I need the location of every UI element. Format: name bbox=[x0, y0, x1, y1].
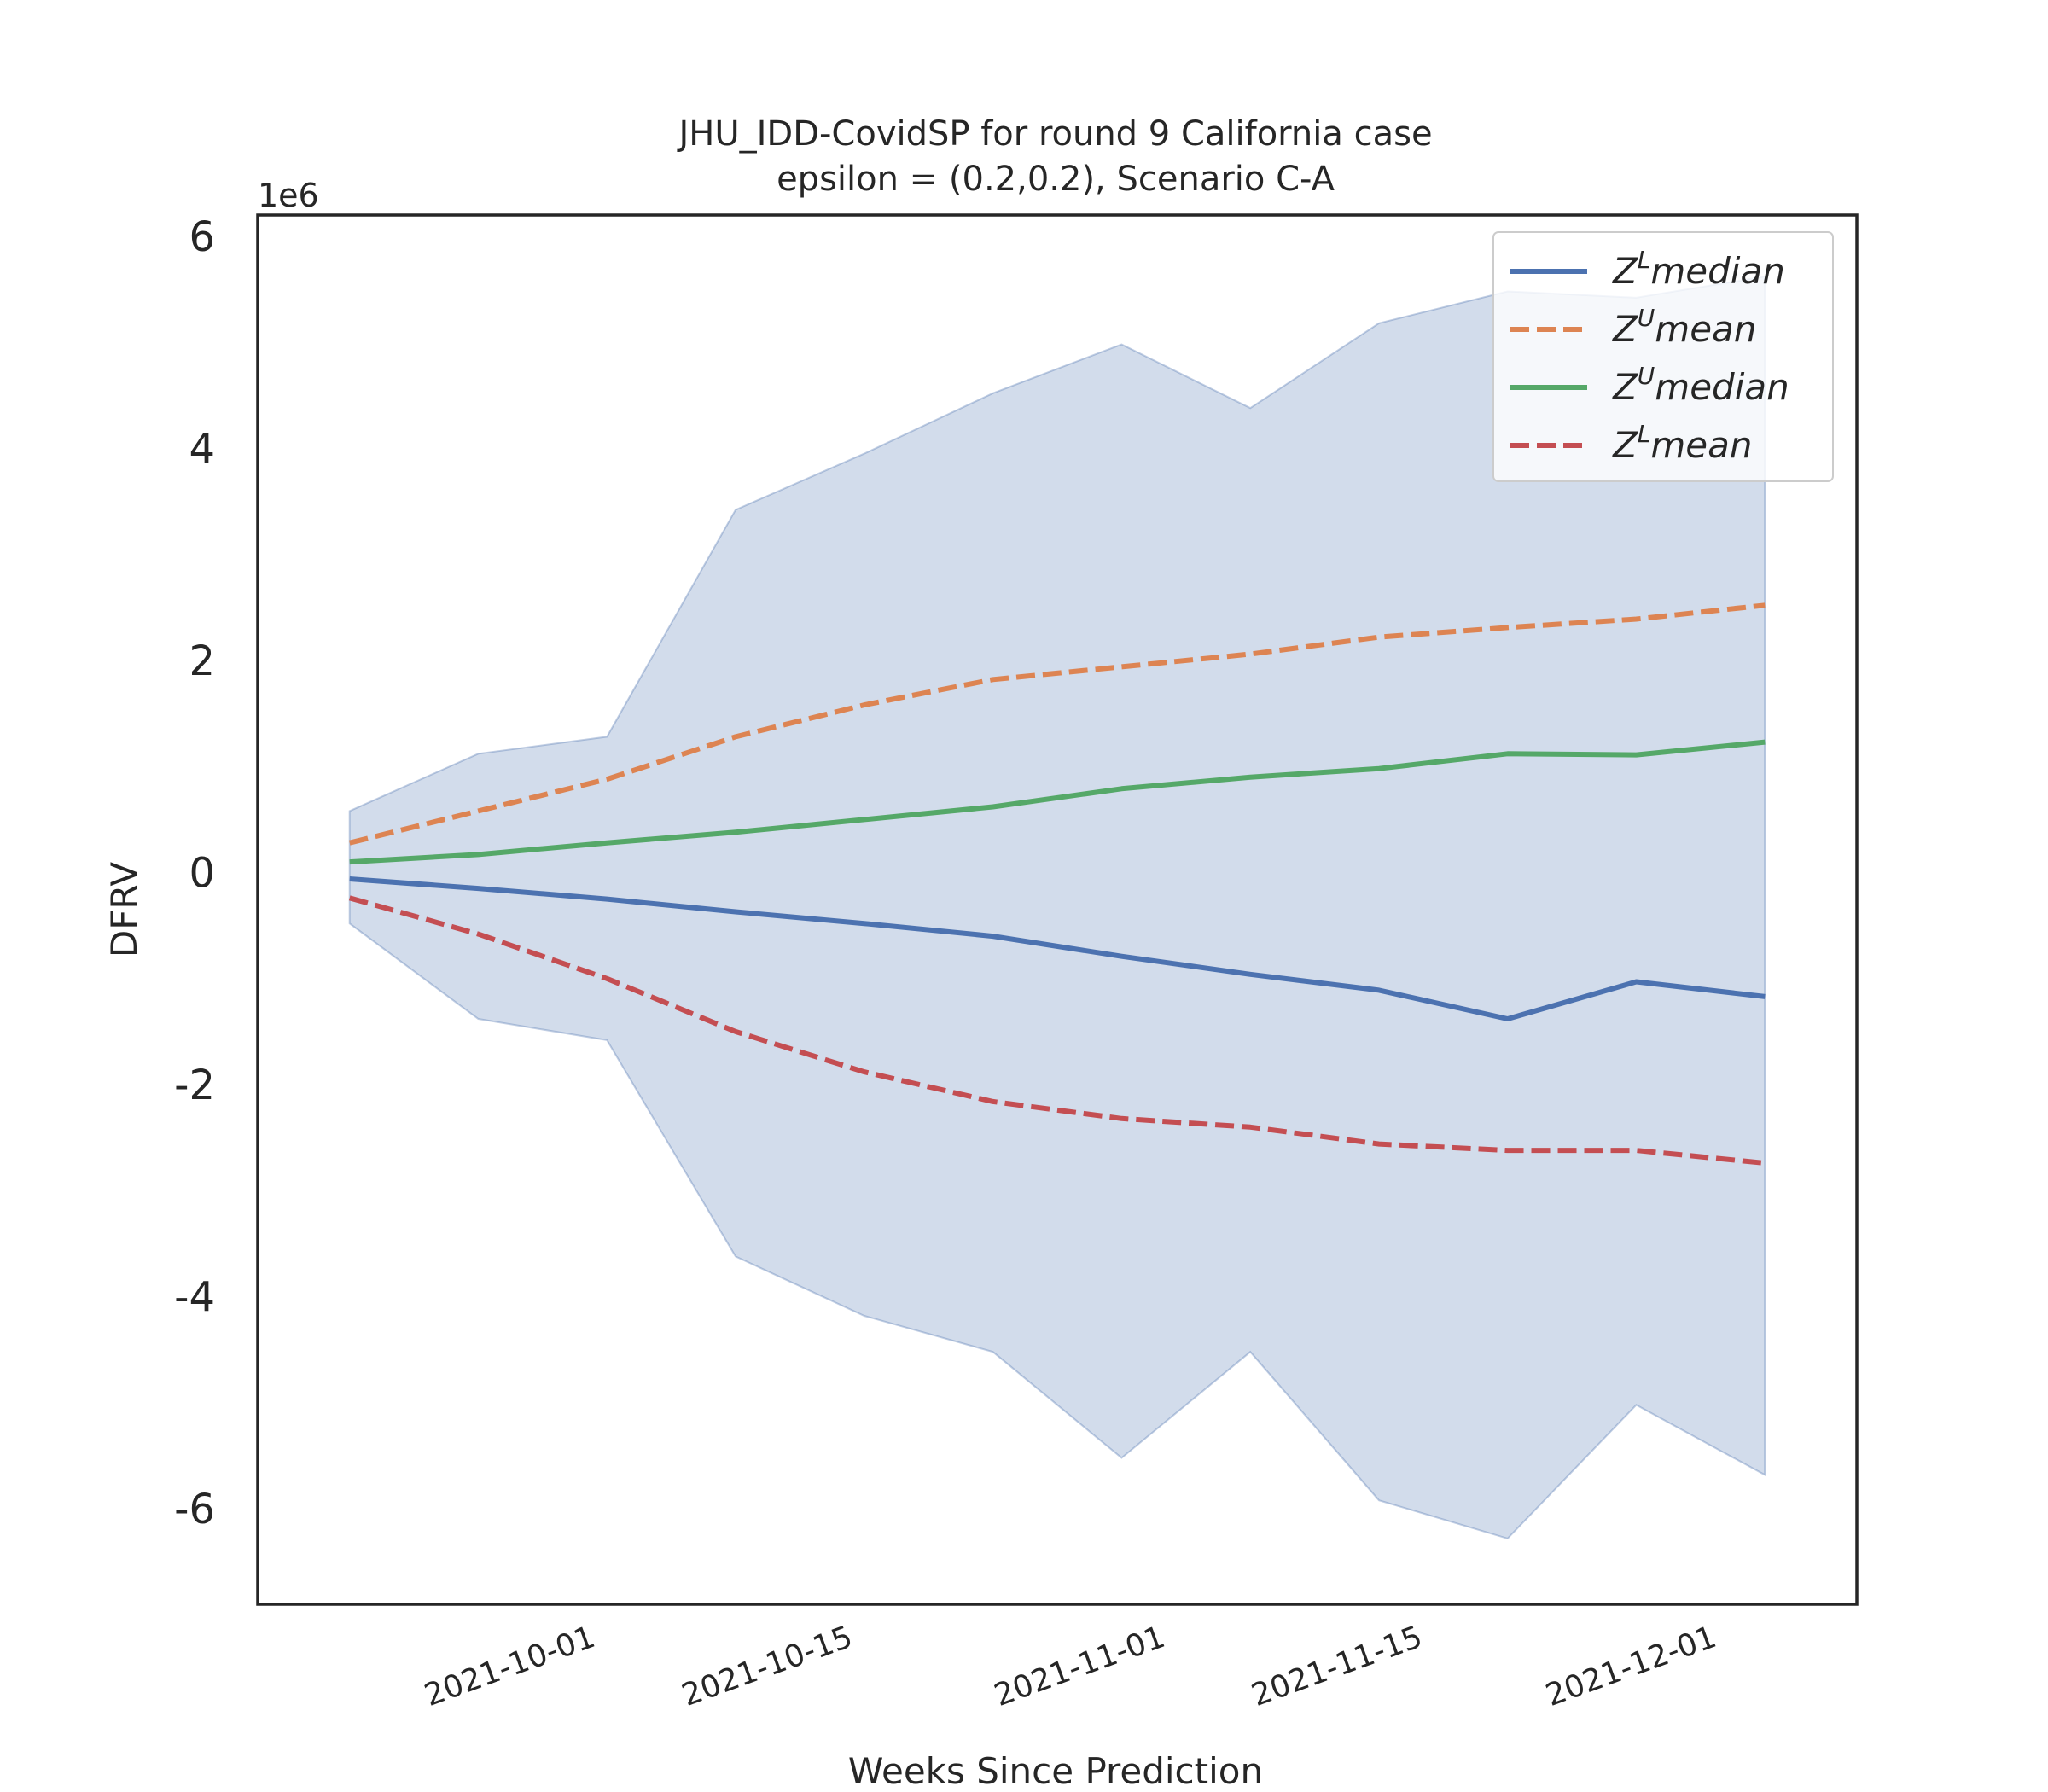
legend-entry: ZLmedian bbox=[1510, 246, 1785, 292]
legend-entry: ZLmean bbox=[1510, 420, 1753, 466]
series-layer bbox=[348, 602, 1766, 1166]
plot-frame bbox=[256, 213, 1859, 1606]
y-tick-label: 4 bbox=[189, 425, 215, 473]
series-line-4 bbox=[348, 895, 1766, 1166]
y-tick-label: -2 bbox=[174, 1062, 215, 1109]
legend: ZLmedian ZUmean ZUmedian ZLmean bbox=[1492, 231, 1834, 482]
legend-items: ZLmedian ZUmean ZUmedian ZLmean bbox=[1510, 246, 1789, 466]
legend-box bbox=[1492, 231, 1834, 482]
chart-title: JHU_IDD-CovidSP for round 9 California c… bbox=[676, 114, 1432, 154]
y-tick-label: 2 bbox=[189, 637, 215, 685]
y-tick-label: -6 bbox=[174, 1486, 215, 1533]
chart-subtitle: epsilon = (0.2,0.2), Scenario C-A bbox=[777, 160, 1335, 199]
series-line-1 bbox=[349, 876, 1766, 1021]
band-layer bbox=[348, 275, 1766, 1540]
legend-label: ZLmedian bbox=[1612, 246, 1785, 292]
x-axis-label: Weeks Since Prediction bbox=[848, 1750, 1263, 1792]
y-tick-label: -4 bbox=[174, 1274, 215, 1322]
y-offset-label: 1e6 bbox=[258, 177, 319, 214]
legend-label: ZUmean bbox=[1612, 304, 1756, 350]
series-line-3 bbox=[349, 739, 1766, 865]
y-tick-label: 0 bbox=[189, 850, 215, 898]
series-line-2 bbox=[348, 602, 1766, 846]
y-axis-ticks: -6 -4 -2 0 2 4 6 bbox=[174, 213, 215, 1533]
legend-entry: ZUmean bbox=[1510, 304, 1756, 350]
confidence-band bbox=[348, 275, 1766, 1540]
y-tick-label: 6 bbox=[189, 213, 215, 261]
legend-label: ZUmedian bbox=[1612, 362, 1789, 408]
legend-entry: ZUmedian bbox=[1510, 362, 1789, 408]
y-axis-label: DFRV bbox=[103, 862, 145, 957]
legend-label: ZLmean bbox=[1612, 420, 1753, 466]
